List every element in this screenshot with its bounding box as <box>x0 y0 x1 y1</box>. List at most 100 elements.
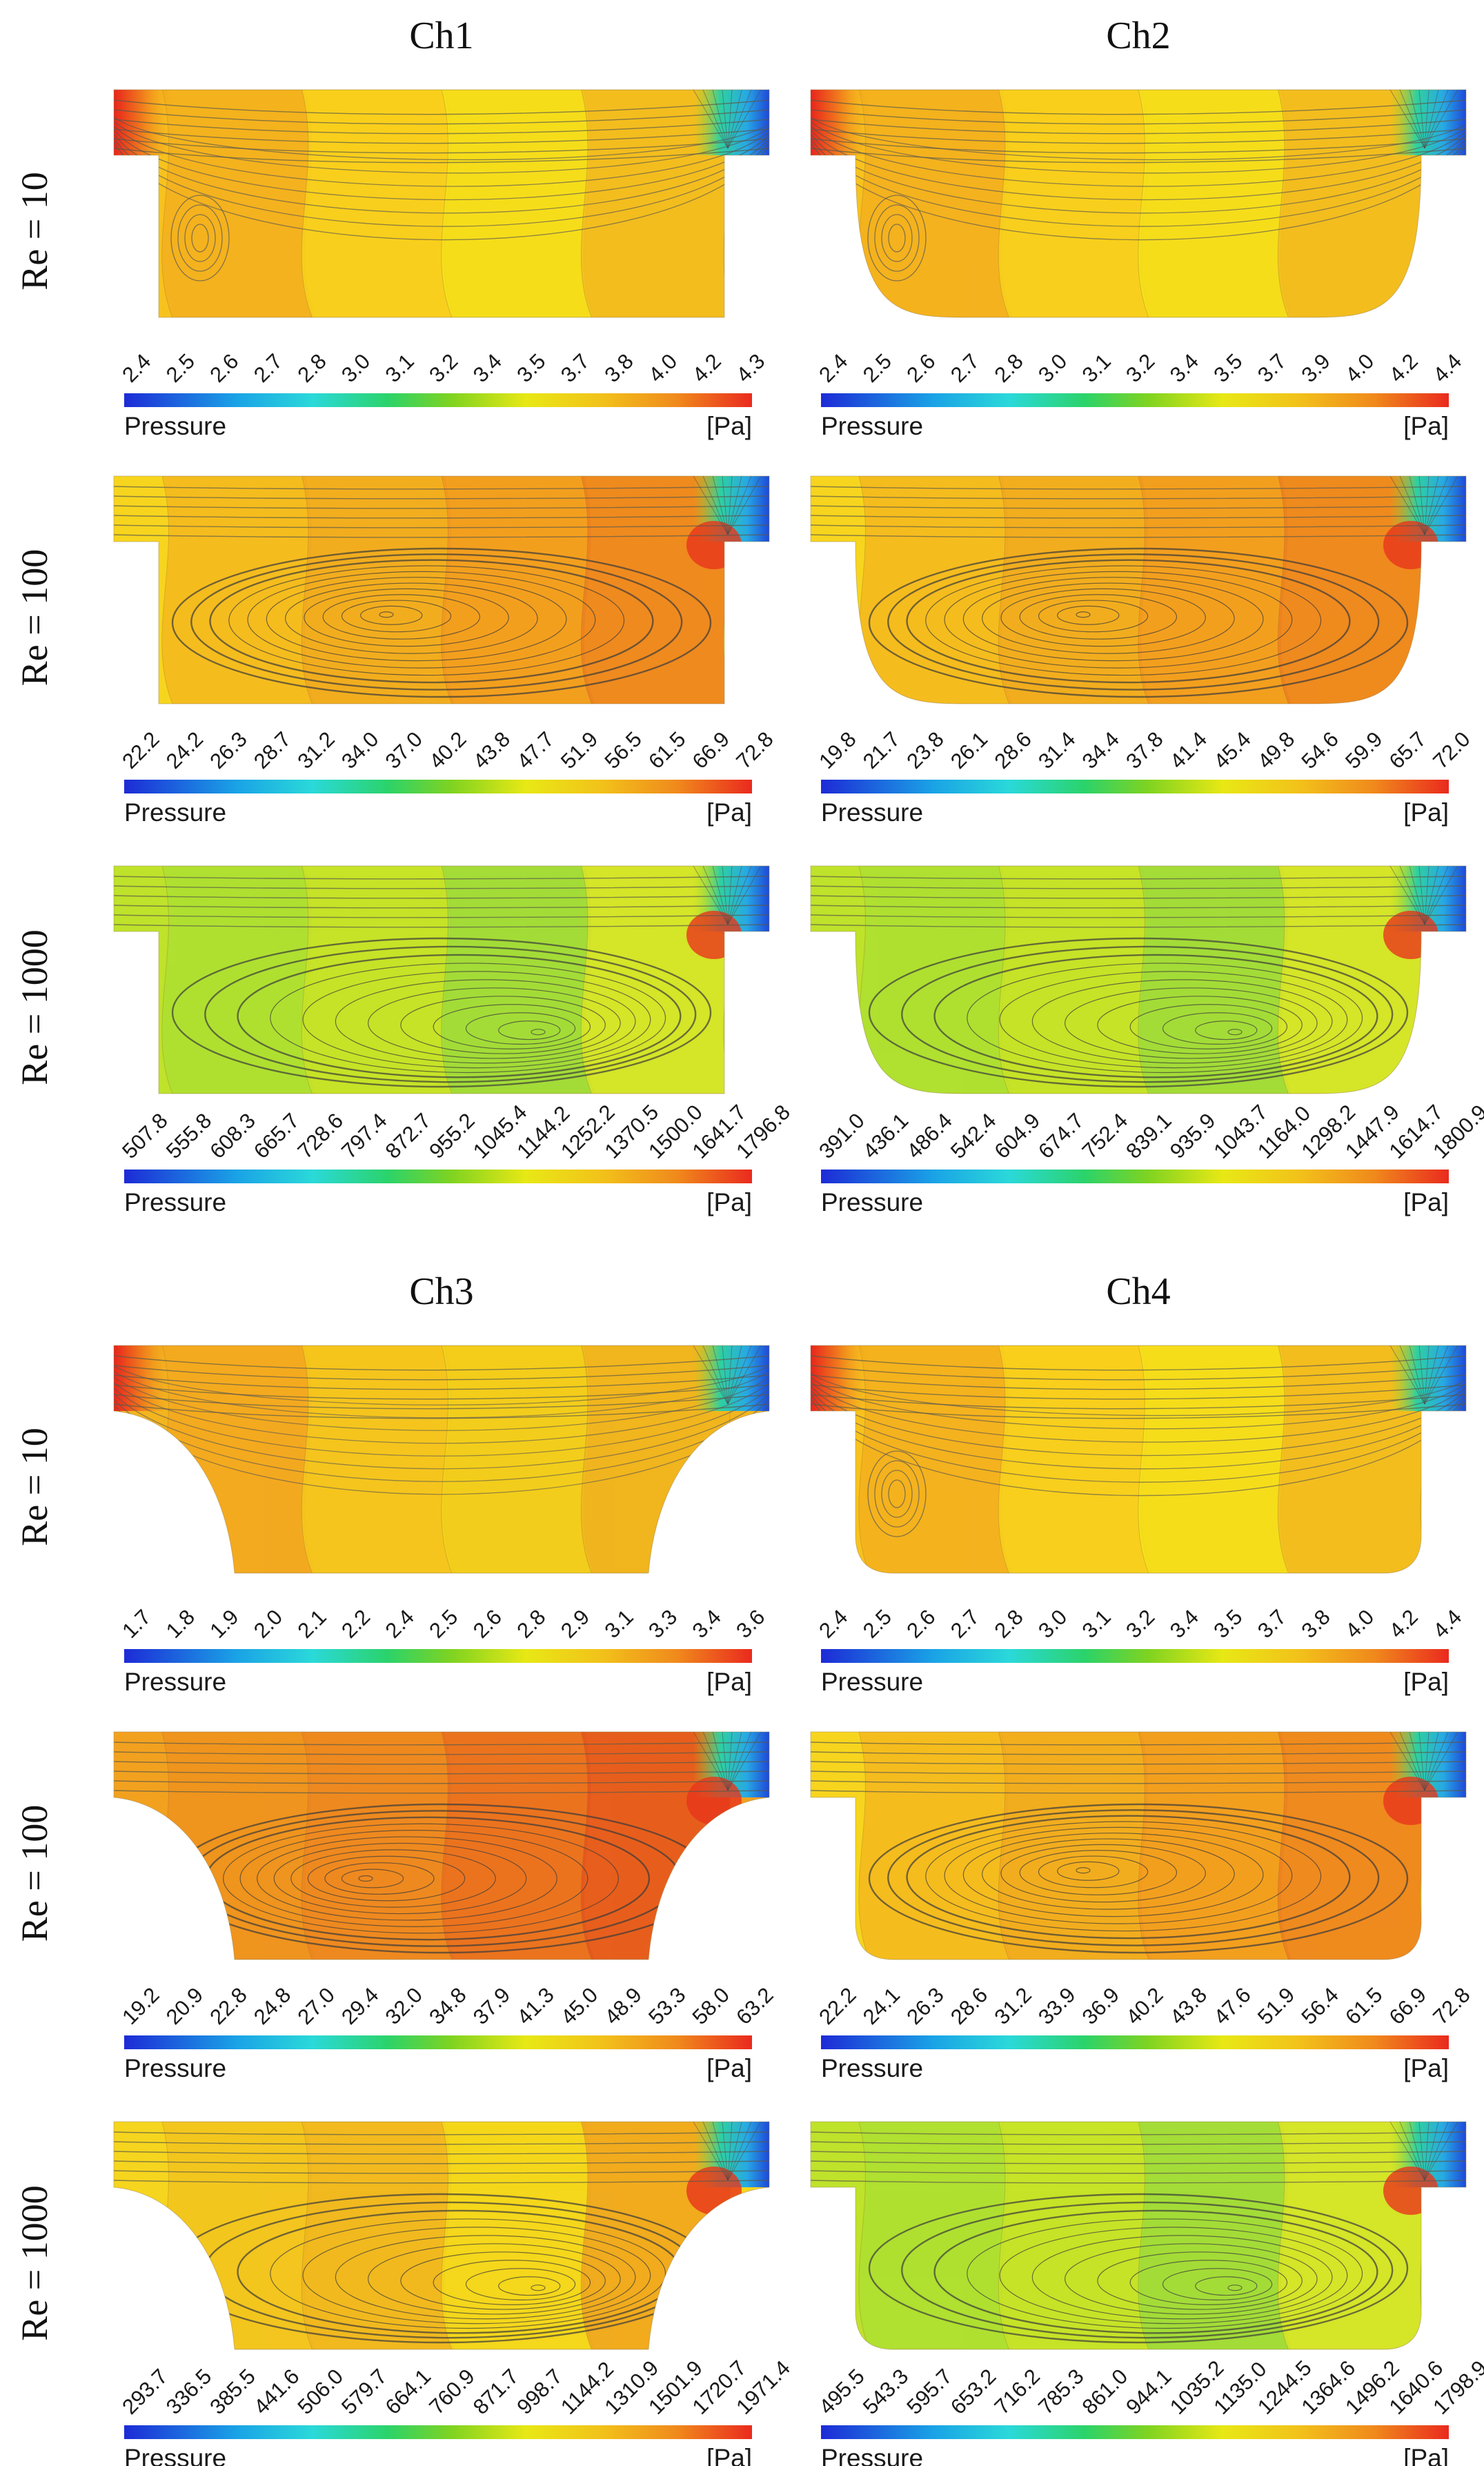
colorbar-unit: [Pa] <box>706 1188 752 1216</box>
colorbar-tick-label: 2.8 <box>293 349 330 387</box>
colorbar-tick-label: 2.2 <box>337 1605 375 1643</box>
colorbar-tick-label: 4.4 <box>1428 349 1466 387</box>
vortex-ring <box>925 1821 1322 1932</box>
vortex-ring <box>433 1004 591 1049</box>
colorbar-tick-label: 47.7 <box>512 727 558 773</box>
colorbar-tick-label: 4.2 <box>1385 1605 1423 1643</box>
pressure-panel: 391.0436.1486.4542.4604.9674.7752.4839.1… <box>810 865 1484 1216</box>
streamline <box>114 2180 769 2184</box>
vortex-ring <box>191 224 209 253</box>
vortex-ring <box>335 979 636 1064</box>
colorbar-tick-label: 43.8 <box>1165 1983 1211 2029</box>
isobar-line <box>727 2122 742 2181</box>
streamline <box>811 1742 1466 1746</box>
colorbar-tick-label: 3.4 <box>1165 1605 1203 1643</box>
channel-outline <box>810 89 1467 318</box>
colorbar-tick-label: 22.2 <box>814 1983 860 2029</box>
colorbar-tick-label: 2.6 <box>205 349 243 387</box>
colorbar-tick-label: 336.5 <box>161 2364 217 2419</box>
streamline <box>811 109 1466 125</box>
colorbar-tick-label: 34.0 <box>337 727 383 773</box>
colorbar-tick-label: 3.5 <box>512 349 550 387</box>
isobar-line <box>693 2122 729 2181</box>
colorbar-tick-label: 728.6 <box>293 1108 348 1163</box>
streamline <box>811 1389 1466 1470</box>
vortex-ring <box>498 1020 561 1040</box>
streamline <box>114 534 769 538</box>
isobar-line <box>1389 2122 1425 2181</box>
streamline <box>114 99 769 115</box>
channel-outline <box>810 1345 1467 1574</box>
colorbar-tick-label: 441.6 <box>249 2364 304 2419</box>
colorbar-tick-label: 436.1 <box>858 1108 913 1163</box>
colorbar-tick-label: 26.1 <box>946 727 992 773</box>
colorbar-tick-label: 41.3 <box>512 1983 558 2029</box>
isobar-line <box>1424 866 1429 925</box>
colorbar-tick-label: 604.9 <box>989 1108 1045 1163</box>
colorbar-unit: [Pa] <box>706 2444 752 2466</box>
streamline <box>114 133 769 214</box>
colorbar-tick-label: 2.4 <box>814 1605 852 1643</box>
vortex-ring <box>888 1479 906 1508</box>
colorbar-tick-label: 495.5 <box>814 2364 869 2419</box>
vortex-ring <box>400 996 606 1054</box>
isobar-line <box>1399 2122 1425 2181</box>
vortex-ring <box>341 600 452 633</box>
channel-outline <box>113 475 770 704</box>
colorbar <box>124 1649 752 1663</box>
streamline <box>811 1365 1466 1381</box>
vortex-ring <box>307 1855 466 1902</box>
isobar-line <box>1399 1732 1425 1791</box>
contour-field <box>811 476 1466 704</box>
streamline <box>114 148 769 164</box>
streamline <box>811 895 1466 899</box>
isobar-line <box>1409 866 1425 925</box>
colorbar-tick-label: 28.6 <box>946 1983 992 2029</box>
isobar-line <box>1409 476 1425 535</box>
vortex-ring <box>1227 2285 1243 2291</box>
colorbar-tick-label: 3.1 <box>1078 1605 1116 1643</box>
colorbar-tick-label: 391.0 <box>814 1108 869 1163</box>
vortex-ring <box>368 2243 621 2315</box>
streamline <box>811 2131 1466 2135</box>
colorbar-tick-label: 2.6 <box>902 349 940 387</box>
streamline <box>811 515 1466 519</box>
streamline <box>114 109 769 125</box>
vortex-ring <box>171 547 712 698</box>
colorbar-tick-label: 2.8 <box>989 349 1027 387</box>
streamline <box>811 495 1466 500</box>
isobar-line <box>1389 476 1425 535</box>
isobar-line <box>727 1732 742 1791</box>
colorbar-tick-label: 31.2 <box>989 1983 1036 2029</box>
colorbar-tick-label: 59.9 <box>1340 727 1387 773</box>
re-label: Re = 1000 <box>14 929 55 1085</box>
isobar-line <box>1399 866 1425 925</box>
isobar-line <box>1424 1345 1458 1405</box>
isobar-line <box>727 866 752 925</box>
contour-band <box>858 476 1013 704</box>
contour-band <box>161 90 316 317</box>
vortex-ring <box>1065 987 1318 1059</box>
pressure-panel: 2.4 2.5 2.6 2.7 2.8 3.0 3.1 3.2 3.4 3.5 3.7 3.8 4.0 4… <box>810 1345 1467 1696</box>
colorbar-tick-label: 3.0 <box>1033 1605 1071 1643</box>
re-label: Re = 1000 <box>14 2185 55 2340</box>
colorbar-tick-label: 66.9 <box>1385 1983 1431 2029</box>
colorbar-tick-label: 2.7 <box>946 349 984 387</box>
streamline <box>811 121 1466 174</box>
colorbar-tick-label: 385.5 <box>205 2364 260 2419</box>
vortex-ring <box>888 224 906 253</box>
streamline <box>114 2141 769 2145</box>
colorbar-tick-label: 3.8 <box>600 349 637 387</box>
vortex-ring <box>1038 1855 1149 1888</box>
vortex-ring <box>531 1029 546 1036</box>
isobar-line <box>727 1732 752 1791</box>
colorbar-tick-label: 26.3 <box>902 1983 948 2029</box>
colorbar-tick-label: 1.9 <box>205 1605 243 1643</box>
streamline <box>114 1393 769 1470</box>
colorbar-label: Pressure <box>821 412 923 440</box>
colorbar-tick-label: 22.8 <box>205 1983 251 2029</box>
re-label: Re = 10 <box>14 1428 55 1546</box>
vortex-ring <box>498 2276 561 2296</box>
isobar-line <box>693 866 729 925</box>
streamline <box>114 885 769 889</box>
